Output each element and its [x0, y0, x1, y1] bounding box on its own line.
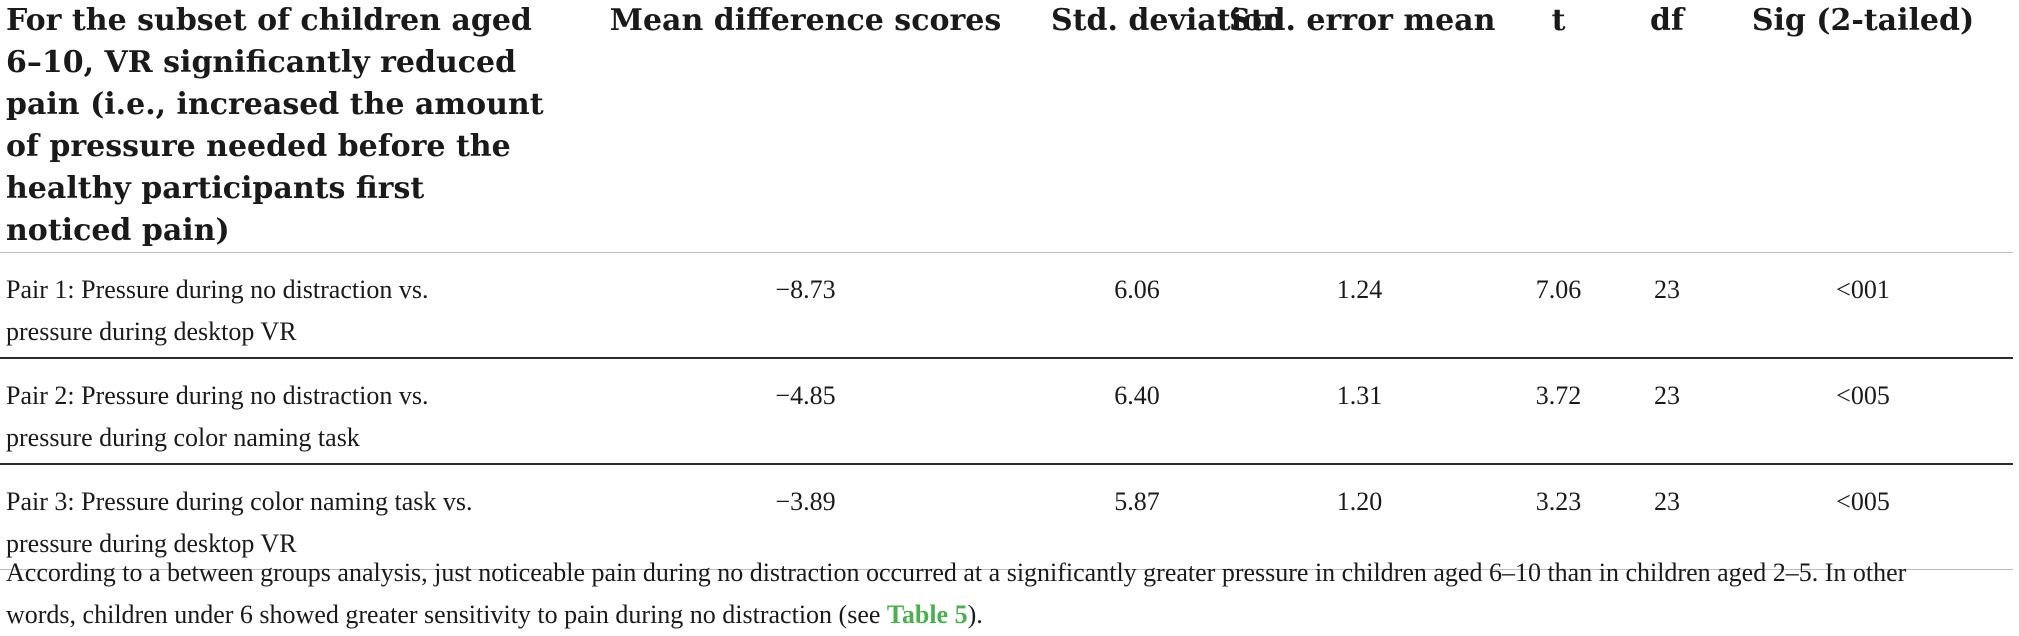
header-t: t	[1490, 0, 1621, 253]
row-label-line: Pair 2: Pressure during no distraction v…	[6, 381, 429, 410]
footnote-line: words, children under 6 showed greater s…	[6, 594, 2011, 636]
table-footnote: According to a between groups analysis, …	[6, 552, 2011, 636]
row-label: Pair 3: Pressure during color naming tas…	[0, 464, 560, 570]
footnote-line: According to a between groups analysis, …	[6, 558, 1907, 587]
header-df: df	[1621, 0, 1707, 253]
cell-sig: <001	[1707, 252, 2013, 359]
cell-std-error-mean: 1.20	[1223, 464, 1490, 570]
table-row: Pair 2: Pressure during no distraction v…	[0, 358, 2013, 465]
row-label-line: pressure during desktop VR	[6, 317, 297, 346]
cell-std-error-mean: 1.24	[1223, 252, 1490, 359]
row-label-line: pressure during desktop VR	[6, 529, 297, 558]
footnote-text: ).	[967, 600, 983, 629]
cell-std-error-mean: 1.31	[1223, 358, 1490, 465]
header-std-error-mean: Std. error mean	[1223, 0, 1495, 253]
cell-std-deviation: 5.87	[1045, 464, 1223, 570]
row-label: Pair 1: Pressure during no distraction v…	[0, 252, 560, 359]
table-row: Pair 1: Pressure during no distraction v…	[0, 252, 2013, 359]
cell-t: 3.72	[1490, 358, 1621, 465]
cell-sig: <005	[1707, 358, 2013, 465]
row-label: Pair 2: Pressure during no distraction v…	[0, 358, 560, 465]
cell-mean-difference: −8.73	[560, 252, 1045, 359]
cell-df: 23	[1621, 464, 1707, 570]
header-std-deviation: Std. deviation	[1045, 0, 1284, 253]
header-mean-difference: Mean difference scores	[560, 0, 1045, 253]
cell-std-deviation: 6.40	[1045, 358, 1223, 465]
results-table: For the subset of children aged 6–10, VR…	[0, 0, 2013, 570]
cell-sig: <005	[1707, 464, 2013, 570]
cell-t: 3.23	[1490, 464, 1621, 570]
footnote-text: words, children under 6 showed greater s…	[6, 600, 887, 629]
header-description: For the subset of children aged 6–10, VR…	[0, 0, 560, 253]
cell-t: 7.06	[1490, 252, 1621, 359]
table-body: Pair 1: Pressure during no distraction v…	[0, 252, 2013, 570]
row-label-line: Pair 3: Pressure during color naming tas…	[6, 487, 473, 516]
header-sig: Sig (2-tailed)	[1707, 0, 2013, 253]
cell-mean-difference: −3.89	[560, 464, 1045, 570]
row-label-line: Pair 1: Pressure during no distraction v…	[6, 275, 429, 304]
row-label-line: pressure during color naming task	[6, 423, 360, 452]
cell-df: 23	[1621, 358, 1707, 465]
header-row: For the subset of children aged 6–10, VR…	[0, 0, 2013, 253]
table-header: For the subset of children aged 6–10, VR…	[0, 0, 2013, 253]
cell-df: 23	[1621, 252, 1707, 359]
cell-std-deviation: 6.06	[1045, 252, 1223, 359]
cell-mean-difference: −4.85	[560, 358, 1045, 465]
table-row: Pair 3: Pressure during color naming tas…	[0, 464, 2013, 570]
table-5-link[interactable]: Table 5	[886, 600, 968, 629]
